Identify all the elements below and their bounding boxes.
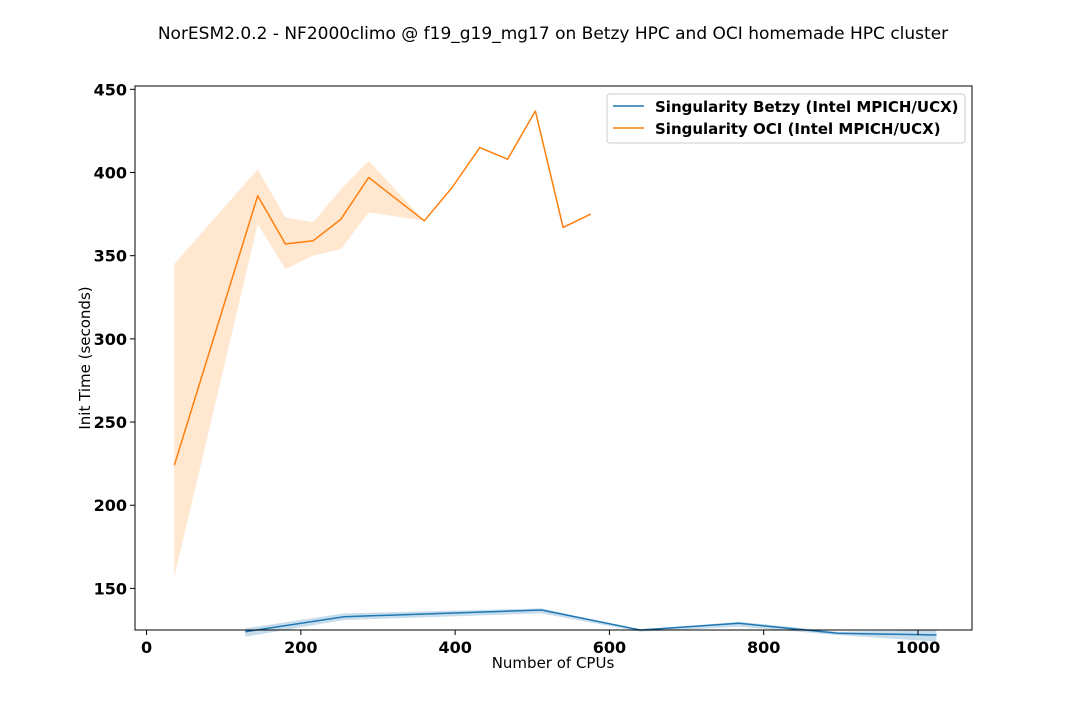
x-tick-label: 0 bbox=[141, 638, 152, 657]
y-tick-label: 450 bbox=[94, 80, 127, 99]
y-axis: 150 200 250 300 350 400 450 bbox=[94, 80, 135, 598]
y-axis-label: Init Time (seconds) bbox=[76, 286, 94, 429]
y-tick-label: 200 bbox=[94, 496, 127, 515]
series-line-oci bbox=[173, 110, 592, 466]
legend-entry-oci: Singularity OCI (Intel MPICH/UCX) bbox=[655, 120, 941, 138]
x-tick-label: 200 bbox=[284, 638, 317, 657]
chart-title: NorESM2.0.2 - NF2000climo @ f19_g19_mg17… bbox=[158, 24, 948, 44]
band-betzy bbox=[245, 608, 937, 642]
x-tick-label: 600 bbox=[593, 638, 626, 657]
y-tick-label: 400 bbox=[94, 164, 127, 183]
x-tick-label: 400 bbox=[438, 638, 471, 657]
x-axis: 0 200 400 600 800 1000 bbox=[141, 630, 940, 657]
y-tick-label: 300 bbox=[94, 330, 127, 349]
legend: Singularity Betzy (Intel MPICH/UCX) Sing… bbox=[606, 93, 966, 144]
x-axis-label: Number of CPUs bbox=[492, 654, 615, 672]
y-tick-label: 150 bbox=[94, 579, 127, 598]
confidence-bands bbox=[174, 111, 937, 642]
y-tick-label: 350 bbox=[94, 247, 127, 266]
x-tick-label: 1000 bbox=[896, 638, 941, 657]
band-oci bbox=[174, 111, 591, 577]
plot-frame bbox=[134, 85, 973, 631]
legend-box bbox=[606, 93, 966, 144]
series-lines bbox=[173, 110, 937, 636]
y-tick-label: 250 bbox=[94, 413, 127, 432]
x-tick-label: 800 bbox=[747, 638, 780, 657]
legend-entry-betzy: Singularity Betzy (Intel MPICH/UCX) bbox=[655, 98, 959, 116]
